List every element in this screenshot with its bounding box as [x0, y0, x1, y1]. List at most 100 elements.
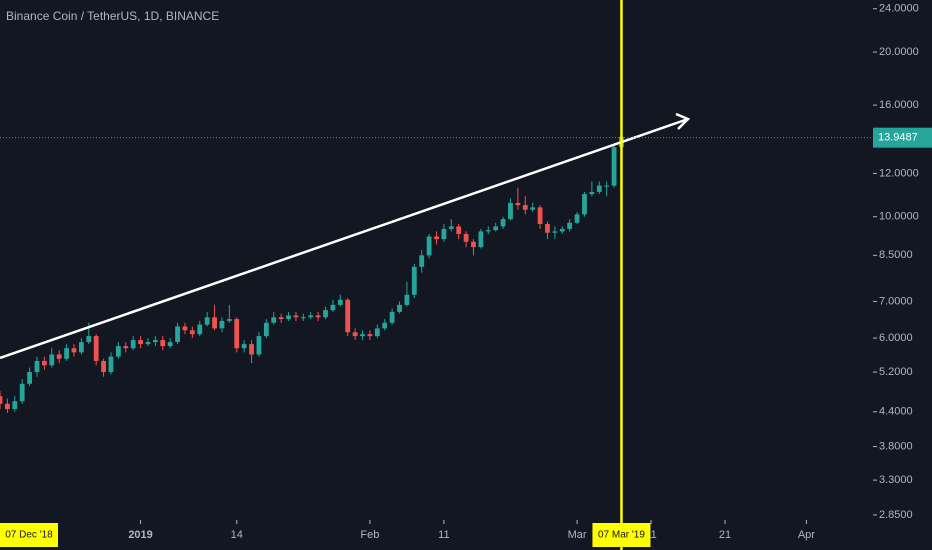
y-tick-label: 5.2000 [879, 366, 913, 378]
candle-body [567, 222, 573, 229]
candle-body [204, 317, 210, 325]
candle-body [19, 383, 25, 402]
candle-body [278, 317, 284, 320]
candle-body [182, 326, 188, 331]
candle-body [419, 255, 425, 267]
candle-body [0, 396, 3, 404]
candle-body [263, 322, 269, 337]
candles [0, 133, 624, 413]
candle-body [152, 340, 158, 343]
candle-body [500, 219, 506, 227]
candle-body [604, 185, 610, 187]
candle-body [167, 342, 173, 347]
candle-body [559, 228, 565, 232]
last-price-label: 13.9487 [878, 132, 918, 144]
candle-body [197, 324, 203, 335]
candle-body [374, 328, 380, 337]
x-tick-label: Apr [798, 529, 815, 541]
y-tick-label: 8.5000 [879, 249, 913, 261]
candle-body [315, 315, 321, 318]
candle-body [101, 360, 106, 373]
x-tick-label: 2019 [128, 529, 152, 541]
candle-body [411, 266, 417, 295]
candle-body [123, 346, 129, 349]
candle-body [463, 233, 469, 242]
y-tick-label: 4.4000 [879, 406, 913, 418]
candle-body [485, 230, 491, 232]
candle-body [552, 231, 558, 233]
candle-body [12, 401, 18, 410]
date-highlight-box [592, 523, 651, 547]
candle-body [256, 336, 262, 355]
candle-body [34, 360, 40, 373]
candle-body [71, 348, 77, 353]
candle-body [389, 311, 395, 323]
candle-body [367, 334, 373, 337]
candle-body [249, 344, 254, 355]
date-highlight-box [0, 523, 58, 547]
candle-body [160, 340, 166, 347]
candle-body [27, 372, 32, 384]
candle-body [537, 207, 543, 224]
candle-body [56, 354, 62, 359]
candle-body [345, 299, 351, 333]
candle-body [41, 360, 47, 366]
candle-body [448, 226, 454, 229]
x-tick-label: Feb [360, 529, 379, 541]
candle-body [456, 226, 462, 234]
candle-body [145, 342, 151, 345]
candle-body [138, 340, 143, 345]
candle-body [219, 320, 225, 329]
candle-body [330, 304, 336, 311]
candle-body [108, 356, 114, 373]
y-tick-label: 6.0000 [879, 332, 913, 344]
y-tick-label: 12.0000 [879, 167, 919, 179]
candle-body [493, 226, 499, 231]
candle-body [271, 317, 277, 323]
x-tick-label: 14 [231, 529, 243, 541]
last-price-box [873, 127, 932, 148]
y-tick-label: 16.0000 [879, 99, 919, 111]
candle-body [337, 299, 343, 305]
candle-body [611, 147, 617, 186]
candle-body [115, 346, 121, 357]
x-tick-label: 11 [438, 529, 449, 541]
candle-body [508, 202, 513, 220]
y-tick-label: 2.8500 [879, 509, 913, 521]
candle-body [352, 332, 358, 337]
candle-body [426, 236, 432, 256]
date-highlight-label: 07 Dec '18 [5, 530, 53, 541]
candle-body [130, 340, 136, 349]
date-highlight-label: 07 Mar '19 [598, 530, 645, 541]
candle-body [404, 294, 410, 305]
candle-body [234, 319, 240, 349]
candle-body [441, 228, 447, 240]
candle-body [241, 344, 247, 349]
candle-body [545, 223, 550, 233]
candle-body [397, 304, 402, 312]
y-tick-label: 7.0000 [879, 295, 913, 307]
candle-body [4, 403, 10, 410]
candle-body [323, 310, 328, 318]
y-tick-label: 10.0000 [879, 211, 919, 223]
y-tick-label: 3.8000 [879, 441, 913, 453]
candle-body [86, 336, 92, 343]
candle-body [226, 319, 232, 321]
candle-body [574, 214, 580, 223]
candle-body [212, 317, 217, 329]
candle-body [382, 322, 388, 329]
candle-body [522, 205, 528, 210]
y-tick-label: 20.0000 [879, 46, 919, 58]
candle-body [515, 202, 521, 206]
candle-body [434, 236, 439, 240]
candle-body [596, 185, 602, 192]
candle-body [360, 334, 365, 337]
candle-body [589, 191, 595, 195]
candle-body [64, 348, 69, 359]
x-tick-label: Mar [568, 529, 587, 541]
candle-body [286, 315, 291, 320]
candle-body [530, 207, 536, 210]
candle-body [582, 194, 587, 215]
